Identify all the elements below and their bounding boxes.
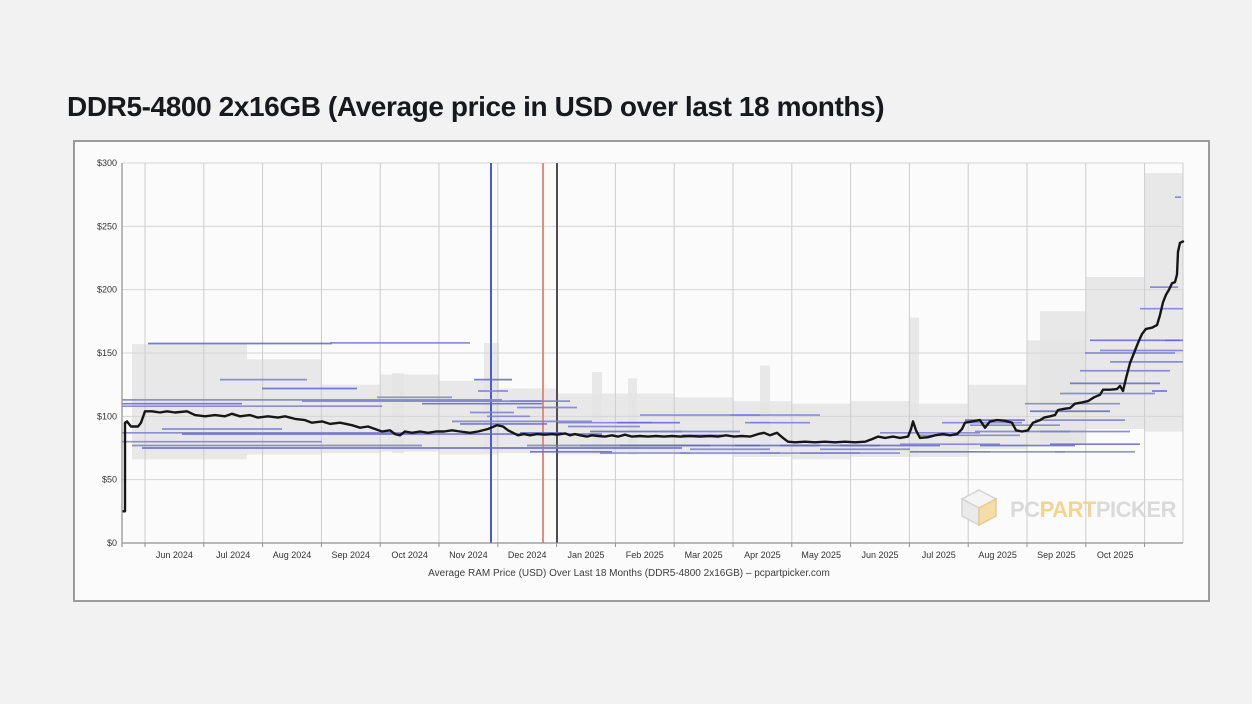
page-title: DDR5-4800 2x16GB (Average price in USD o…: [67, 91, 885, 122]
y-tick-label: $150: [97, 348, 117, 358]
price-range-band: [909, 403, 968, 457]
x-month-label: Mar 2025: [685, 550, 723, 560]
x-month-label: Jan 2025: [567, 550, 604, 560]
x-month-label: Jul 2024: [216, 550, 250, 560]
x-month-label: Jun 2025: [861, 550, 898, 560]
price-range-band: [132, 344, 247, 460]
average-price-line: [121, 240, 1185, 513]
price-range-band: [1040, 311, 1086, 442]
event-lines: [490, 163, 558, 543]
price-range-band: [792, 403, 851, 460]
price-range-band: [557, 393, 616, 455]
price-range-band: [439, 380, 498, 455]
x-month-label: Feb 2025: [626, 550, 664, 560]
pcpartpicker-watermark: PCPARTPICKER: [960, 489, 1177, 527]
price-range-band: [321, 384, 380, 454]
y-tick-label: $0: [107, 538, 117, 548]
x-month-label: Jul 2025: [922, 550, 956, 560]
x-month-label: Aug 2025: [978, 550, 1017, 560]
watermark-text: PCPARTPICKER: [1010, 497, 1177, 522]
price-chart-svg: $0 $50 $100 $150 $200 $250 $300 Jun 2024 Jul 202…: [97, 158, 1185, 560]
chart-panel: $0 $50 $100 $150 $200 $250 $300 Jun 2024 Jul 202…: [73, 140, 1210, 602]
price-range-band: [380, 374, 439, 452]
watermark-box-icon: [978, 497, 997, 527]
x-month-label: Jun 2024: [156, 550, 193, 560]
x-month-label: Aug 2024: [273, 550, 312, 560]
y-tick-label: $300: [97, 158, 117, 168]
price-range-band: [968, 384, 1027, 450]
x-month-label: Nov 2024: [449, 550, 488, 560]
gridlines: [122, 162, 1184, 544]
y-tick-label: $250: [97, 221, 117, 231]
x-month-label: Dec 2024: [508, 550, 547, 560]
x-month-label: Oct 2024: [391, 550, 428, 560]
price-range-band: [909, 317, 919, 457]
x-month-label: May 2025: [801, 550, 841, 560]
axes: [121, 163, 1183, 547]
x-month-label: Sep 2025: [1037, 550, 1076, 560]
chart-caption: Average RAM Price (USD) Over Last 18 Mon…: [428, 568, 830, 579]
tick-labels: $0 $50 $100 $150 $200 $250 $300 Jun 2024 Jul 202…: [97, 158, 1133, 560]
y-tick-label: $100: [97, 411, 117, 421]
x-month-label: Apr 2025: [744, 550, 781, 560]
price-range-band: [733, 401, 792, 457]
listing-segments: [122, 196, 1183, 454]
x-month-label: Oct 2025: [1097, 550, 1134, 560]
price-range-band: [851, 401, 909, 457]
y-tick-label: $200: [97, 285, 117, 295]
x-month-label: Sep 2024: [332, 550, 371, 560]
y-tick-label: $50: [102, 475, 117, 485]
